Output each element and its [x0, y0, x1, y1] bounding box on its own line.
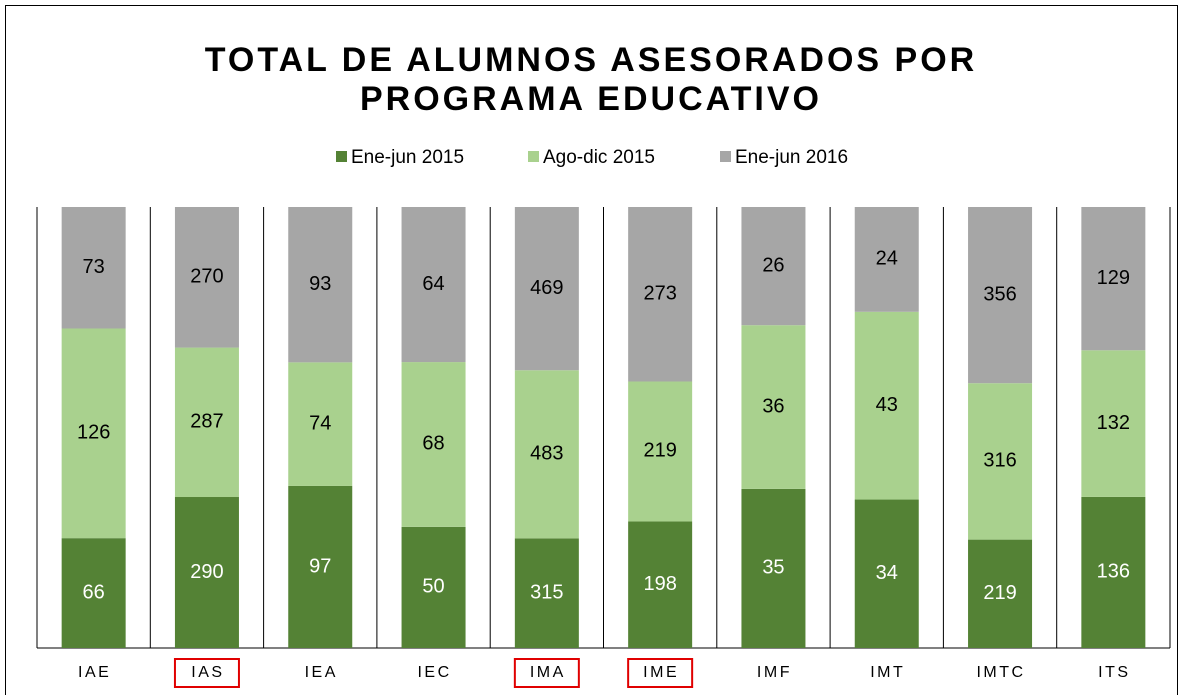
- bar-segment: [628, 521, 693, 648]
- x-tick-label: IMA: [530, 664, 566, 681]
- bar-segment: [741, 325, 806, 489]
- bar-segment: [61, 207, 126, 329]
- x-tick-label: IMF: [757, 664, 792, 681]
- bar-segment: [401, 526, 466, 648]
- data-label: 68: [422, 433, 444, 455]
- bar-segment: [174, 497, 239, 648]
- x-tick-label: IAE: [78, 664, 111, 681]
- data-label: 36: [762, 395, 784, 417]
- bar-segment: [854, 311, 919, 500]
- x-tick-label: IMTC: [976, 664, 1025, 681]
- data-label: 50: [422, 576, 444, 598]
- legend-swatch: [336, 151, 347, 162]
- bar-segment: [514, 538, 579, 648]
- data-label: 97: [309, 555, 331, 577]
- data-label: 93: [309, 273, 331, 295]
- data-label: 219: [643, 440, 676, 462]
- data-label: 290: [190, 561, 223, 583]
- bar-segment: [401, 362, 466, 527]
- legend-swatch: [720, 151, 731, 162]
- bar-segment: [401, 207, 466, 363]
- bar-segment: [288, 485, 353, 648]
- highlight-box: [173, 658, 240, 688]
- chart-title: PROGRAMA EDUCATIVO: [360, 80, 822, 118]
- legend-swatch: [528, 151, 539, 162]
- data-label: 270: [190, 266, 223, 288]
- bar-segment: [628, 381, 693, 522]
- data-label: 24: [876, 248, 898, 270]
- bar-segment: [741, 207, 806, 326]
- data-label: 356: [983, 283, 1016, 305]
- bar-segment: [968, 207, 1033, 384]
- data-label: 43: [876, 394, 898, 416]
- x-tick-label: IAS: [191, 664, 224, 681]
- bar-segment: [854, 207, 919, 312]
- bar-segment: [968, 383, 1033, 540]
- data-label: 64: [422, 273, 444, 295]
- bar-segment: [514, 207, 579, 371]
- data-label: 126: [77, 422, 110, 444]
- bar-segment: [968, 539, 1033, 648]
- x-tick-label: IMT: [870, 664, 905, 681]
- data-label: 483: [530, 443, 563, 465]
- data-label: 34: [876, 562, 898, 584]
- x-tick-label: IME: [643, 664, 679, 681]
- bar-segment: [288, 362, 353, 486]
- bar-segment: [61, 538, 126, 648]
- data-label: 26: [762, 254, 784, 276]
- highlight-box: [627, 658, 694, 688]
- chart-title: TOTAL DE ALUMNOS ASESORADOS POR: [205, 41, 977, 79]
- data-label: 219: [983, 582, 1016, 604]
- data-label: 74: [309, 412, 331, 434]
- data-label: 316: [983, 450, 1016, 472]
- data-label: 73: [83, 256, 105, 278]
- data-label: 35: [762, 557, 784, 579]
- bar-segment: [1081, 350, 1146, 497]
- x-tick-label: ITS: [1098, 664, 1130, 681]
- data-label: 66: [83, 581, 105, 603]
- bar-segment: [1081, 207, 1146, 351]
- bar-segment: [61, 328, 126, 539]
- highlight-box: [513, 658, 580, 688]
- bar-segment: [174, 347, 239, 498]
- bar-segment: [174, 207, 239, 348]
- bar-segment: [1081, 496, 1146, 648]
- x-tick-label: IEA: [305, 664, 338, 681]
- data-label: 273: [643, 283, 676, 305]
- chart-frame: [5, 5, 1178, 695]
- bar-segment: [288, 207, 353, 363]
- data-label: 287: [190, 411, 223, 433]
- bar-segment: [741, 488, 806, 648]
- bar-segment: [628, 207, 693, 382]
- data-label: 129: [1097, 267, 1130, 289]
- x-tick-label: IEC: [417, 664, 451, 681]
- legend-label: Ene-jun 2016: [735, 147, 848, 168]
- legend-label: Ago-dic 2015: [543, 147, 655, 168]
- data-label: 198: [643, 573, 676, 595]
- data-label: 315: [530, 581, 563, 603]
- bar-segment: [854, 499, 919, 648]
- data-label: 132: [1097, 412, 1130, 434]
- bar-segment: [514, 370, 579, 539]
- legend-label: Ene-jun 2015: [351, 147, 464, 168]
- data-label: 469: [530, 277, 563, 299]
- data-label: 136: [1097, 561, 1130, 583]
